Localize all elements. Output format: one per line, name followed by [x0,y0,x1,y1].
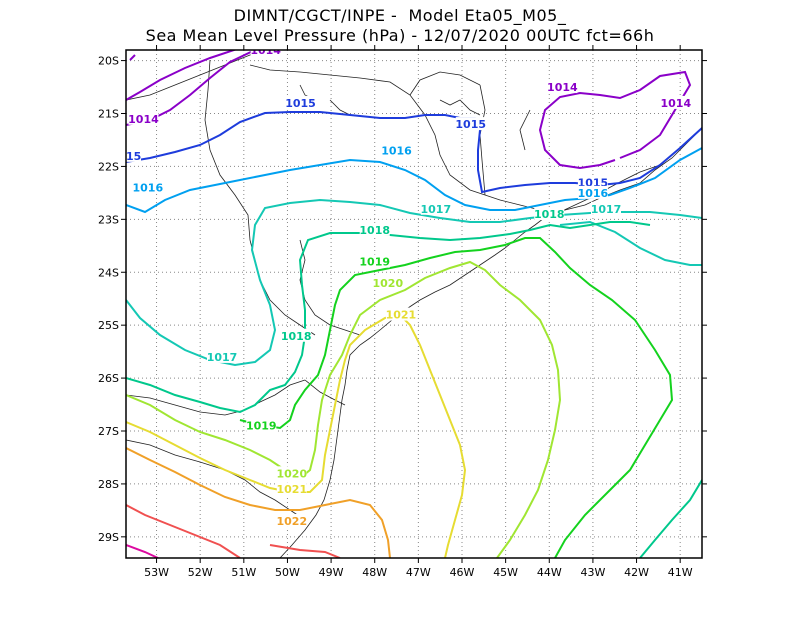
lon-tick-label: 44W [537,566,562,579]
isobar-label-background [132,180,163,194]
isobar-label-1021: 1021 [386,309,417,322]
isobar-label-background [126,148,141,162]
isobar-1019-a [239,237,674,558]
lon-tick-label: 43W [580,566,605,579]
isobar-label-1016: 1016 [133,182,164,195]
isobar-label-1014: 1014 [661,97,692,110]
lat-tick-label: 26S [98,372,119,385]
isobar-label-background [372,275,403,289]
isobar-label-1017: 1017 [591,203,622,216]
isobar-label-background [591,201,621,215]
isobar-label-background [577,175,608,189]
lat-tick-label: 25S [98,319,119,332]
isobar-label-1017: 1017 [421,203,452,216]
isobar-label-background [455,117,486,131]
isobar-label-background [381,143,412,157]
lat-tick-label: 24S [98,266,119,279]
lon-tick-label: 48W [362,566,387,579]
lat-tick-label: 28S [98,478,119,491]
isobar-label-1017: 1017 [207,351,238,364]
lat-tick-label: 23S [98,213,119,226]
lat-tick-label: 21S [98,108,119,121]
lon-tick-label: 49W [319,566,344,579]
isobar-label-1014: 1014 [250,44,281,57]
isobar-label-1015: 1015 [111,150,142,163]
isobar-label-background [577,185,608,199]
isobar-label-1019: 1019 [246,420,277,433]
lat-tick-label: 29S [98,531,119,544]
isobar-1018-b [639,479,702,558]
lat-tick-label: 22S [98,160,119,173]
isobar-label-background [420,201,451,215]
isobar-label-background [660,95,691,109]
isobar-lines [126,50,702,558]
isobar-label-background [250,50,281,56]
lon-tick-label: 51W [231,566,256,579]
grid-lines [126,50,702,558]
isobar-label-1022: 1022 [277,515,308,528]
lat-tick-label: 20S [98,55,119,68]
isobar-label-background [281,328,312,342]
isobar-label-1020: 1020 [373,277,404,290]
lon-tick-label: 46W [450,566,475,579]
isobar-label-1014: 1014 [128,113,159,126]
isobar-label-1016: 1016 [578,187,609,200]
isobar-1022-a [126,447,391,558]
isobar-label-background [207,349,237,363]
isobar-label-background [359,254,390,268]
chart-title-line2: Sea Mean Level Pressure (hPa) - 12/07/20… [145,26,655,45]
isobar-1014-c [538,70,692,170]
isobar-1016-a [126,147,702,214]
isobar-label-1015: 1015 [285,97,316,110]
lon-tick-label: 47W [406,566,431,579]
isobar-label-background [276,482,307,496]
isobar-label-background [276,513,307,527]
isobar-label-1021: 1021 [277,483,308,496]
isobar-label-background [246,418,277,432]
isobar-label-background [285,95,316,109]
isobar-1023-a [126,504,241,558]
chart-title-line1: DIMNT/CGCT/INPE - Model Eta05_M05_ [233,6,567,25]
axes: 53W 52W 51W 50W 49W 48W 47W 46W 45W 44W 43W 42W 41W 2… [98,45,707,579]
lat-tick-label: 27S [98,425,119,438]
isobar-label-background [385,307,416,321]
isobar-1017-b [559,220,702,266]
lon-tick-label: 53W [144,566,169,579]
isobar-1017-a [126,198,702,367]
isobar-label-background [128,111,159,125]
lon-tick-label: 42W [624,566,649,579]
isobar-label-background [547,80,578,94]
isobar-1014-d [129,54,136,61]
isobar-label-1016: 1016 [381,145,412,158]
lon-tick-label: 41W [668,566,693,579]
isobar-label-background [534,207,565,221]
isobar-1024-a [126,544,159,558]
isobar-label-1020: 1020 [277,467,308,480]
isobar-1014-a [126,50,238,101]
isobar-label-1015: 1015 [455,118,486,131]
isobar-label-1018: 1018 [359,224,390,237]
isobar-label-1014: 1014 [547,81,578,94]
lon-tick-label: 45W [493,566,518,579]
isobar-1018-a [126,221,651,414]
isobar-label-background [276,466,307,480]
lon-tick-label: 50W [275,566,300,579]
isobar-label-1019: 1019 [359,256,390,269]
isobar-1021-a [126,313,467,558]
isobar-labels: 1014101410141014101510151015101510161016… [111,44,692,528]
lon-tick-label: 52W [188,566,213,579]
isobar-label-background [359,222,390,236]
isobar-1015-a [126,111,702,194]
isobar-label-1018: 1018 [534,208,565,221]
isobar-1023-b [269,544,341,558]
isobar-label-1018: 1018 [281,330,312,343]
isobar-1020-a [126,260,562,558]
plot-frame [125,49,703,559]
